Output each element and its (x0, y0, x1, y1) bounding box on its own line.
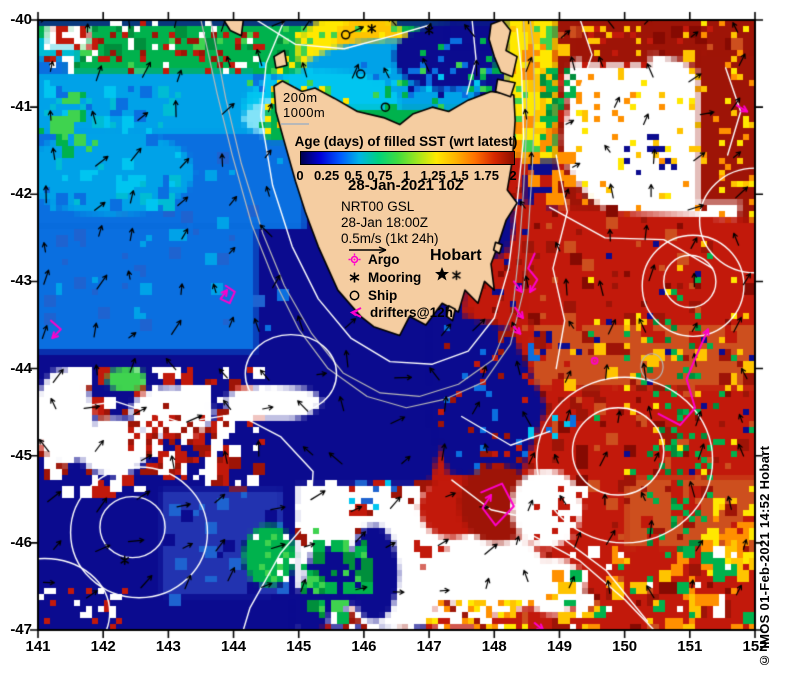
x-tick-label: 149 (546, 638, 572, 655)
argo-float-icon (348, 253, 361, 266)
y-tick-label: -46 (10, 533, 32, 551)
colorbar-tick-label: 1 (402, 168, 411, 183)
map-datetime: 28-Jan-2021 10Z (348, 177, 464, 194)
legend-label-drifters: drifters@12h (370, 305, 453, 320)
y-tick-label: -42 (10, 185, 32, 203)
x-tick-label: 144 (221, 638, 247, 655)
model-name: NRT00 GSL (341, 199, 415, 214)
credit-text: © IMOS 01-Feb-2021 14:52 Hobart (757, 445, 772, 668)
colorbar-tick-label: 0.75 (367, 168, 393, 183)
y-tick-label: -40 (10, 11, 32, 28)
colorbar-tick-label: 0.5 (344, 168, 363, 183)
colorbar-tick-label: 1.25 (420, 168, 446, 183)
x-tick-label: 147 (416, 638, 442, 655)
x-tick-label: 142 (90, 638, 116, 655)
x-tick-label: 143 (155, 638, 181, 655)
vector-scale-label: 0.5m/s (1kt 24h) (341, 231, 439, 246)
legend-row-argo: Argo (348, 252, 400, 267)
x-tick-label: 141 (25, 638, 51, 655)
legend-label-argo: Argo (368, 252, 400, 267)
legend-row-mooring: Mooring (348, 270, 421, 285)
city-label-hobart: Hobart (430, 247, 482, 264)
y-tick-label: -43 (10, 272, 32, 290)
colorbar-title: Age (days) of filled SST (wrt latest) (294, 134, 518, 149)
legend-row-drifters: drifters@12h (348, 305, 453, 320)
y-tick-label: -44 (10, 359, 32, 377)
drifter-icon (349, 307, 362, 318)
vector-scale-arrow-icon (349, 246, 387, 254)
y-tick-label: -41 (10, 98, 32, 116)
hobart-star-icon (435, 267, 449, 281)
colorbar-tick-label: 0 (296, 168, 304, 183)
x-tick-label: 150 (612, 638, 638, 655)
contour-sample-line (281, 123, 309, 125)
y-tick-label: -45 (10, 446, 32, 464)
x-tick-label: 152 (742, 638, 768, 655)
contour-label-1000m: 1000m (283, 105, 326, 120)
model-time: 28-Jan 18:00Z (341, 215, 429, 230)
ship-icon (349, 290, 360, 301)
legend-label-ship: Ship (368, 288, 398, 303)
colorbar-tick-label: 1.75 (473, 168, 500, 183)
colorbar-tick-label: 1.5 (450, 168, 469, 183)
contour-label-200m: 200m (283, 90, 318, 105)
legend-row-ship: Ship (348, 288, 397, 303)
colorbar-tick-labels: 0 0.25 0.5 0.75 1 1.25 1.5 1.75 2 (296, 168, 516, 183)
mooring-icon (349, 272, 360, 283)
x-tick-label: 151 (677, 638, 703, 655)
x-tick-label: 148 (481, 638, 507, 655)
colorbar (300, 151, 515, 165)
legend-label-mooring: Mooring (368, 270, 422, 285)
y-tick-label: -47 (10, 621, 32, 638)
colorbar-tick-label: 2 (509, 168, 517, 183)
x-tick-label: 146 (351, 638, 377, 655)
colorbar-tick-label: 0.25 (313, 168, 340, 183)
x-tick-label: 145 (286, 638, 312, 655)
